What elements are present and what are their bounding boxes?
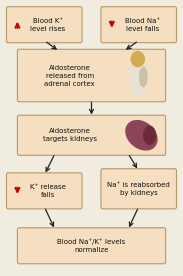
FancyBboxPatch shape bbox=[7, 173, 82, 209]
Text: Blood Na⁺/K⁺ levels
normalize: Blood Na⁺/K⁺ levels normalize bbox=[57, 238, 126, 253]
Ellipse shape bbox=[126, 121, 157, 150]
FancyBboxPatch shape bbox=[17, 49, 166, 102]
Ellipse shape bbox=[131, 52, 144, 67]
Text: Blood Na⁺
level falls: Blood Na⁺ level falls bbox=[125, 18, 160, 32]
FancyBboxPatch shape bbox=[101, 169, 176, 209]
Ellipse shape bbox=[130, 58, 148, 95]
Text: K⁺ release
falls: K⁺ release falls bbox=[30, 184, 66, 198]
Text: Aldosterone
targets kidneys: Aldosterone targets kidneys bbox=[43, 128, 97, 142]
Ellipse shape bbox=[144, 126, 156, 144]
FancyBboxPatch shape bbox=[7, 7, 82, 43]
Ellipse shape bbox=[140, 67, 147, 86]
Text: Aldosterone
released from
adrenal cortex: Aldosterone released from adrenal cortex bbox=[44, 65, 95, 86]
FancyBboxPatch shape bbox=[17, 115, 166, 155]
FancyBboxPatch shape bbox=[17, 228, 166, 264]
Text: Blood K⁺
level rises: Blood K⁺ level rises bbox=[30, 18, 66, 32]
FancyBboxPatch shape bbox=[101, 7, 176, 43]
Text: Na⁺ is reabsorbed
by kidneys: Na⁺ is reabsorbed by kidneys bbox=[107, 182, 170, 196]
